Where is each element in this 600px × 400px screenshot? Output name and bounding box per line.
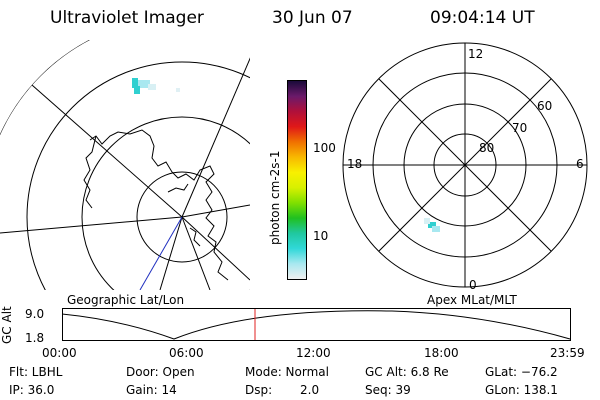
aurora-emission-mag [424,218,440,232]
mode-info: Mode: Normal [245,365,329,379]
geographic-caption: Geographic Lat/Lon [67,293,185,307]
time-tick-0000: 00:00 [42,346,77,360]
filter-info: Flt: LBHL [9,365,63,379]
magnetic-map [342,42,588,288]
colorbar-tick-100: 100 [313,141,336,155]
altitude-tick-9: 9.0 [25,307,45,321]
instrument-title: Ultraviolet Imager [50,8,204,28]
gc-alt-info: GC Alt: 6.8 Re [365,365,449,379]
coastline [89,129,229,281]
mlt-label-6: 6 [576,157,584,171]
aurora-emission [132,78,180,94]
lat-label-60: 60 [537,99,553,113]
door-info: Door: Open [126,365,195,379]
gain-info: Gain: 14 [126,383,177,397]
seq-info: Seq: 39 [365,383,411,397]
geographic-map [0,40,250,290]
altitude-curve [62,310,571,340]
time-tick-1200: 12:00 [296,346,331,360]
colorbar [287,80,307,280]
time-label: 09:04:14 UT [430,8,535,28]
mlt-label-12: 12 [468,47,484,61]
lat-label-70: 70 [512,121,528,135]
mlt-label-0: 0 [469,278,477,292]
altitude-plot [62,308,571,341]
altitude-tick-1.8: 1.8 [25,331,45,345]
time-tick-2359: 23:59 [550,346,585,360]
colorbar-label: photon cm-2s-1 [268,150,282,246]
glat-info: GLat: −76.2 [485,365,558,379]
ip-info: IP: 36.0 [9,383,55,397]
date-label: 30 Jun 07 [272,8,353,28]
time-tick-1800: 18:00 [424,346,459,360]
magnetic-caption: Apex MLat/MLT [427,293,517,307]
mlt-label-18: 18 [347,157,363,171]
lat-label-80: 80 [479,141,495,155]
time-tick-0600: 06:00 [169,346,204,360]
altitude-ylabel: GC Alt [0,306,14,344]
dsp-value: 2.0 [300,383,320,397]
glon-info: GLon: 138.1 [485,383,558,397]
dsp-label: Dsp: [245,383,273,397]
colorbar-tick-10: 10 [313,229,329,243]
